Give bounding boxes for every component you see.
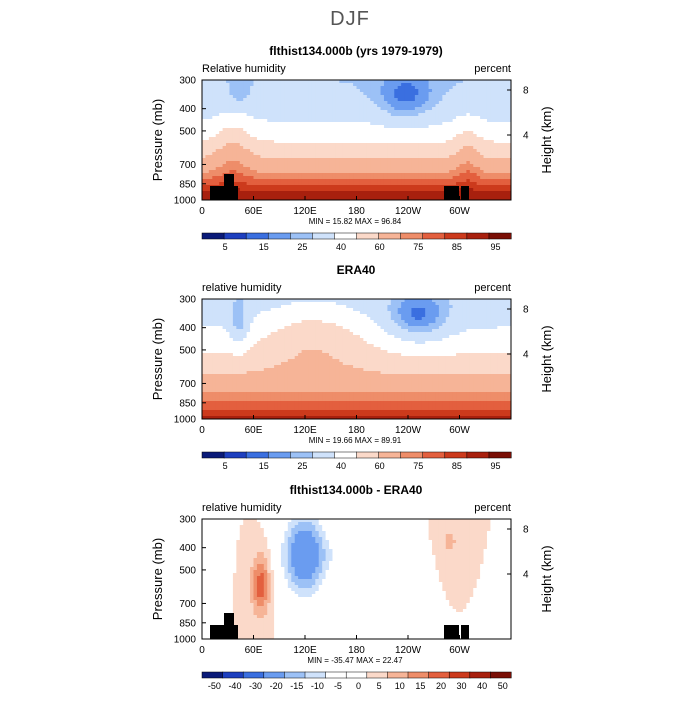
x-tick-label: 60W: [449, 206, 470, 217]
min-max-stats: MIN = 15.82 MAX = 96.84: [309, 217, 402, 226]
terrain-mask: [461, 186, 469, 200]
x-tick-label: 0: [199, 206, 205, 217]
x-tick-label: 120E: [293, 206, 317, 217]
colorbar-label: 15: [259, 242, 269, 252]
colorbar-label: 60: [375, 242, 385, 252]
colorbar-label: 75: [413, 242, 423, 252]
colorbar-label: 85: [452, 242, 462, 252]
y-right-axis-label: Height (km): [539, 106, 554, 173]
colorbar-swatch: [423, 233, 445, 239]
units-label: percent: [474, 63, 511, 75]
y-tick-label: 300: [179, 76, 196, 87]
colorbar-swatch: [489, 233, 511, 239]
variable-label: relative humidity: [202, 282, 282, 294]
colorbar: 5 15 25 40 60 75 85 95: [202, 233, 511, 252]
colorbar-label: 40: [336, 242, 346, 252]
y-right-tick-label: 4: [523, 131, 529, 142]
y-tick-label: 700: [179, 160, 196, 171]
y-tick-label: 850: [179, 179, 196, 190]
colorbar-swatch: [224, 233, 246, 239]
colorbar-swatch: [334, 233, 356, 239]
colorbar-label: 95: [491, 242, 501, 252]
colorbar-label: 5: [223, 242, 228, 252]
colorbar-swatch: [401, 233, 423, 239]
x-tick-label: 180: [348, 206, 365, 217]
colorbar-label: 25: [297, 242, 307, 252]
x-tick-label: 60E: [245, 206, 263, 217]
terrain-mask: [210, 186, 226, 200]
colorbar-swatch: [246, 233, 268, 239]
units-label: percent: [474, 282, 511, 294]
terrain-mask: [444, 186, 459, 200]
colorbar-swatch: [202, 233, 224, 239]
figure-title: DJF: [0, 8, 700, 31]
contour-field: [202, 299, 512, 420]
colorbar-swatch: [445, 233, 467, 239]
colorbar-swatch: [268, 233, 290, 239]
colorbar-swatch: [467, 233, 489, 239]
panel-title: flthist134.000b (yrs 1979-1979): [269, 44, 442, 58]
colorbar-swatch: [379, 233, 401, 239]
y-tick-label: 500: [179, 126, 196, 137]
colorbar-swatch: [312, 233, 334, 239]
y-tick-label: 1000: [174, 196, 197, 207]
colorbar-swatch: [290, 233, 312, 239]
panel-title: ERA40: [337, 263, 376, 277]
panel-1: flthist134.000b (yrs 1979-1979) Relative …: [150, 44, 554, 252]
y-tick-label: 400: [179, 104, 196, 115]
y-axis-label: Pressure (mb): [150, 99, 165, 181]
y-right-tick-label: 8: [523, 86, 529, 97]
contour-field: [202, 80, 512, 201]
terrain-mask: [230, 186, 238, 200]
colorbar-swatch: [357, 233, 379, 239]
x-tick-label: 120W: [395, 206, 422, 217]
variable-label: Relative humidity: [202, 63, 286, 75]
